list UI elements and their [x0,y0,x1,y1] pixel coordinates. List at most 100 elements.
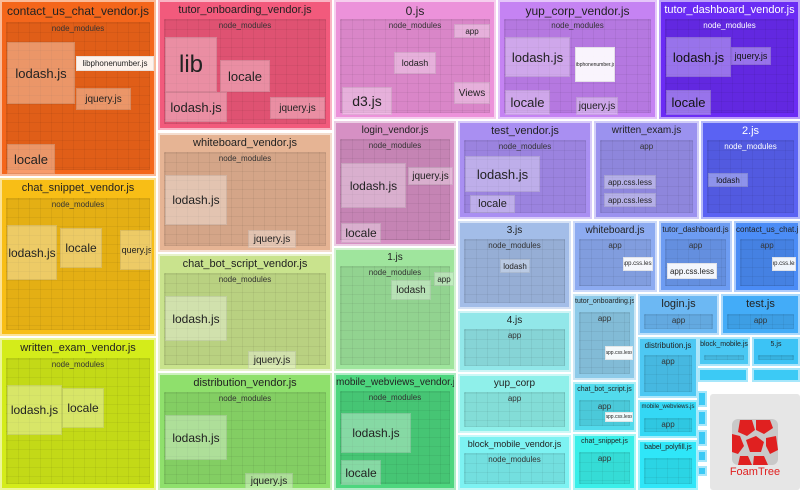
module-panel[interactable]: node_modules [6,22,150,170]
module-panel[interactable]: node_modules [340,19,490,113]
bundle-chat-snippet-js[interactable]: chat_snippet.js app [573,434,636,490]
module-box[interactable]: Views [454,82,490,104]
module-box[interactable]: lodash.js [165,415,227,460]
module-box[interactable]: jquery.js [120,230,152,270]
bundle-tutor-onboarding-vendor-js[interactable]: tutor_onboarding_vendor.js node_modules li… [158,0,332,130]
bundle-mobile-webviews-vendor-js[interactable]: mobile_webviews_vendor.js node_modules lod… [334,373,456,490]
module-box[interactable]: jquery.js [731,47,771,65]
module-panel[interactable]: node_modules [340,391,450,484]
module-box[interactable]: lodash.js [341,163,406,208]
module-box[interactable]: lodash [708,173,748,187]
module-panel[interactable]: app [464,392,565,427]
bundle-whiteboard-js[interactable]: whiteboard.js app app.css.less [573,221,657,292]
module-box[interactable]: locale [341,460,381,485]
bundle-contact-us-chat-vendor-js[interactable]: contact_us_chat_vendor.js node_modules lod… [0,0,156,176]
module-panel[interactable]: node_modules [6,198,150,330]
small-bundle[interactable] [697,410,707,426]
module-box[interactable]: jquery.js [576,97,618,115]
module-box[interactable]: app.css.less [772,257,796,271]
bundle-written-exam-vendor-js[interactable]: written_exam_vendor.js node_modules lodash… [0,338,156,490]
bundle-2-js[interactable]: 2.js node_modules lodash [701,121,800,219]
module-box[interactable]: libphonenumber.js [575,47,615,82]
module-box[interactable]: lodash.js [7,225,57,280]
module-box[interactable]: lodash.js [165,92,227,122]
bundle-babel-polyfill-js[interactable]: babel_polyfill.js [638,440,698,490]
module-box[interactable]: lodash.js [165,296,227,341]
module-box[interactable]: d3.js [342,87,392,115]
module-panel[interactable]: node_modules [164,152,326,246]
bundle-whiteboard-vendor-js[interactable]: whiteboard_vendor.js node_modules lodash.j… [158,133,332,252]
module-panel[interactable]: node_modules [464,140,586,213]
module-box[interactable]: lodash [391,280,431,300]
module-panel[interactable]: app [644,418,692,432]
module-panel[interactable]: node_modules [164,392,326,484]
module-box[interactable]: locale [505,90,550,115]
bundle-block-mobile-vendor-js[interactable]: block_mobile_vendor.js node_modules [458,435,571,490]
module-panel[interactable]: app [579,312,630,374]
module-panel[interactable]: app [644,355,692,392]
module-box[interactable]: locale [220,60,270,92]
module-box[interactable]: libphonenumber.js [76,56,154,71]
small-bundle[interactable] [697,391,707,407]
module-box[interactable]: app [454,24,490,38]
bundle-login-vendor-js[interactable]: login_vendor.js node_modules lodash.js jque… [334,121,456,246]
module-panel[interactable]: app [579,452,630,484]
module-box[interactable]: locale [62,388,104,428]
module-box[interactable]: jquery.js [248,230,296,248]
bundle-chat-snippet-vendor-js[interactable]: chat_snippet_vendor.js node_modules lodash… [0,178,156,336]
bundle-mobile-webviews-js[interactable]: mobile_webviews.js app [638,400,698,438]
bundle-yup-corp[interactable]: yup_corp app [458,374,571,433]
bundle-test-vendor-js[interactable]: test_vendor.js node_modules lodash.js local… [458,121,592,219]
module-box[interactable]: app.css.less [605,412,633,422]
module-box[interactable]: jquery.js [408,167,453,185]
small-bundle[interactable] [697,466,707,476]
module-panel[interactable]: node_modules [340,266,450,365]
module-panel[interactable]: node_modules [464,239,565,303]
bundle-1-js[interactable]: 1.js node_modules lodash app [334,248,456,371]
module-box[interactable]: locale [341,223,381,243]
module-panel[interactable]: node_modules [707,140,794,213]
module-box[interactable]: lodash [500,259,530,273]
module-box[interactable]: jquery.js [245,473,293,488]
module-panel[interactable]: app [644,314,713,329]
bundle-distribution-vendor-js[interactable]: distribution_vendor.js node_modules lodash… [158,373,332,490]
module-box[interactable]: app [434,272,454,286]
module-box[interactable]: lodash.js [666,37,731,77]
bundle-tutor-onboarding-js[interactable]: tutor_onboarding.js app app.css.less [573,294,636,380]
module-box[interactable]: lodash.js [7,385,62,435]
module-box[interactable]: app.css.less [604,193,656,207]
module-panel[interactable]: app [727,314,794,329]
module-box[interactable]: locale [60,228,102,268]
module-box[interactable]: lib [165,37,217,92]
module-box[interactable]: lodash.js [165,175,227,225]
bundle-block-mobile-js[interactable]: block_mobile.js [698,337,750,366]
module-panel[interactable]: node_modules [6,358,150,484]
bundle-4-js[interactable]: 4.js app [458,311,571,372]
module-panel[interactable]: app [600,140,693,213]
module-panel[interactable]: node_modules [164,273,326,365]
module-panel[interactable] [758,355,794,360]
module-panel[interactable]: node_modules [665,19,794,113]
module-box[interactable]: lodash [394,52,436,74]
module-box[interactable]: app.css.less [623,257,653,271]
module-panel[interactable] [644,458,692,484]
bundle-test-js[interactable]: test.js app [721,294,800,335]
bundle-written-exam-js[interactable]: written_exam.js app app.css.less app.css.le… [594,121,699,219]
small-bundle[interactable] [752,368,800,382]
module-box[interactable]: locale [7,144,55,174]
bundle-distribution-js[interactable]: distribution.js app [638,337,698,398]
module-box[interactable]: lodash.js [341,413,411,453]
module-box[interactable]: locale [666,90,711,115]
module-box[interactable]: locale [470,195,515,213]
module-box[interactable]: app.css.less [605,346,633,360]
module-panel[interactable]: node_modules [464,453,565,484]
module-box[interactable]: app.css.less [604,175,656,189]
small-bundle[interactable] [698,368,748,382]
module-box[interactable]: jquery.js [76,88,131,110]
bundle-5-js[interactable]: 5.js [752,337,800,366]
bundle-chat-bot-script-js[interactable]: chat_bot_script.js app app.css.less [573,382,636,432]
module-box[interactable]: lodash.js [7,42,75,104]
small-bundle[interactable] [697,430,707,446]
small-bundle[interactable] [697,450,707,462]
